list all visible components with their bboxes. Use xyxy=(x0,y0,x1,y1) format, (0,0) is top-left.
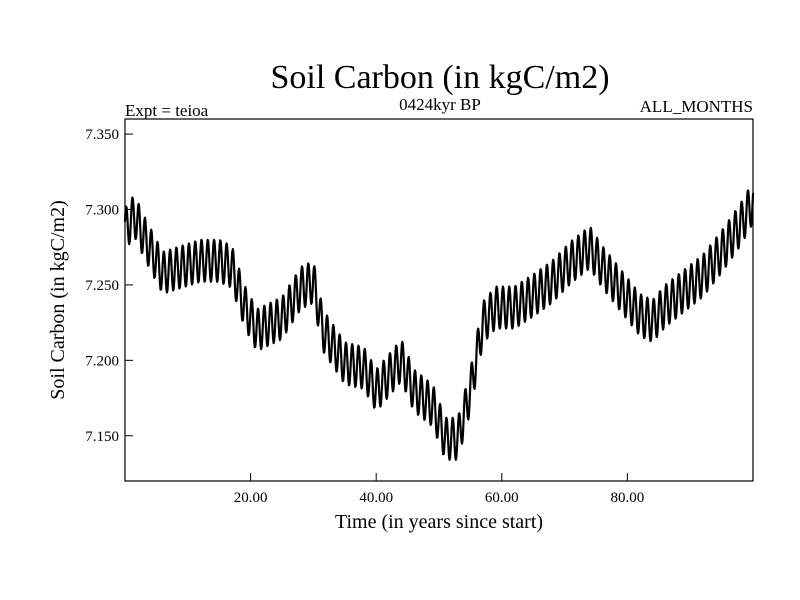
soil-carbon-series-line xyxy=(123,189,755,461)
y-axis: 7.150 7.200 7.250 7.300 7.350 xyxy=(85,127,133,445)
x-axis-label: Time (in years since start) xyxy=(335,511,543,533)
x-tick-label: 80.00 xyxy=(611,490,645,506)
experiment-label: Expt = teioa xyxy=(125,101,209,120)
y-tick-label: 7.350 xyxy=(85,127,119,143)
x-tick-label: 60.00 xyxy=(485,490,519,506)
x-axis: 20.00 40.00 60.00 80.00 xyxy=(234,473,645,506)
chart-subtitle: 0424kyr BP xyxy=(399,95,481,114)
y-tick-label: 7.150 xyxy=(85,429,119,445)
y-tick-label: 7.300 xyxy=(85,203,119,219)
months-label: ALL_MONTHS xyxy=(640,97,753,116)
plot-frame xyxy=(124,118,754,482)
plot-area: 20.00 40.00 60.00 80.00 7.150 7.200 7.250 7.30… xyxy=(85,118,755,506)
x-tick-label: 40.00 xyxy=(359,490,393,506)
y-tick-label: 7.250 xyxy=(85,278,119,294)
y-axis-label: Soil Carbon (in kgC/m2) xyxy=(47,200,69,399)
y-tick-label: 7.200 xyxy=(85,353,119,369)
chart-title: Soil Carbon (in kgC/m2) xyxy=(270,59,609,96)
x-tick-label: 20.00 xyxy=(234,490,268,506)
